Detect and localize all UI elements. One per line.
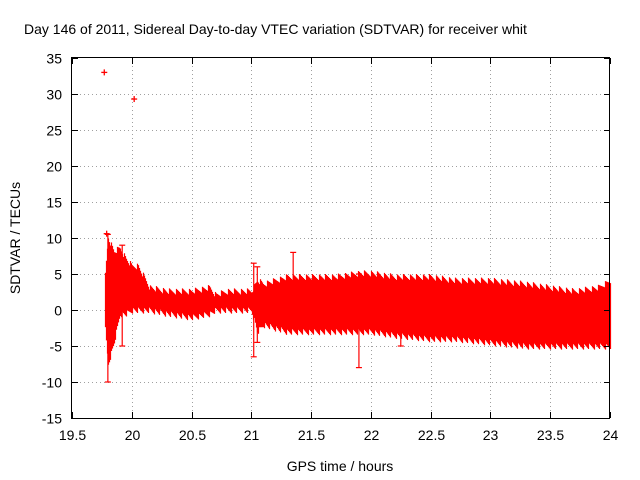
sdtvar-band [104,238,612,365]
y-tick-label: 15 [46,195,62,211]
x-tick-label: 22 [364,427,380,443]
y-tick-label: 5 [54,267,62,283]
x-tick-label: 21.5 [298,427,325,443]
sdtvar-point [103,230,110,237]
x-tick-label: 23.5 [537,427,564,443]
x-tick-label: 20.5 [179,427,206,443]
y-tick-label: 10 [46,231,62,247]
y-axis-label: SDTVAR / TECUs [7,182,23,294]
x-tick-label: 20 [125,427,141,443]
sdtvar-point [101,69,108,76]
x-tick-label: 19.5 [59,427,86,443]
y-tick-label: 20 [46,159,62,175]
sdtvar-spikes [104,233,404,383]
y-tick-label: 25 [46,123,62,139]
y-tick-label: 35 [46,51,62,67]
x-tick-label: 23 [483,427,499,443]
y-tick-label: -10 [42,375,62,391]
sdtvar-outliers [101,69,138,237]
grid [72,58,610,418]
chart-title: Day 146 of 2011, Sidereal Day-to-day VTE… [24,21,527,37]
x-tick-label: 22.5 [418,427,445,443]
x-axis-label: GPS time / hours [287,458,394,474]
x-tick-label: 24 [603,427,619,443]
ticks: -15 -10 -5 0 5 10 15 20 25 30 35 19.5 20 20.5 21 21.5 22… [42,51,619,444]
sdtvar-point [131,96,138,103]
y-tick-label: -15 [42,411,62,427]
x-tick-label: 21 [244,427,260,443]
y-tick-label: 0 [54,303,62,319]
y-tick-label: -5 [50,339,63,355]
data-layer [101,69,612,383]
y-tick-label: 30 [46,87,62,103]
